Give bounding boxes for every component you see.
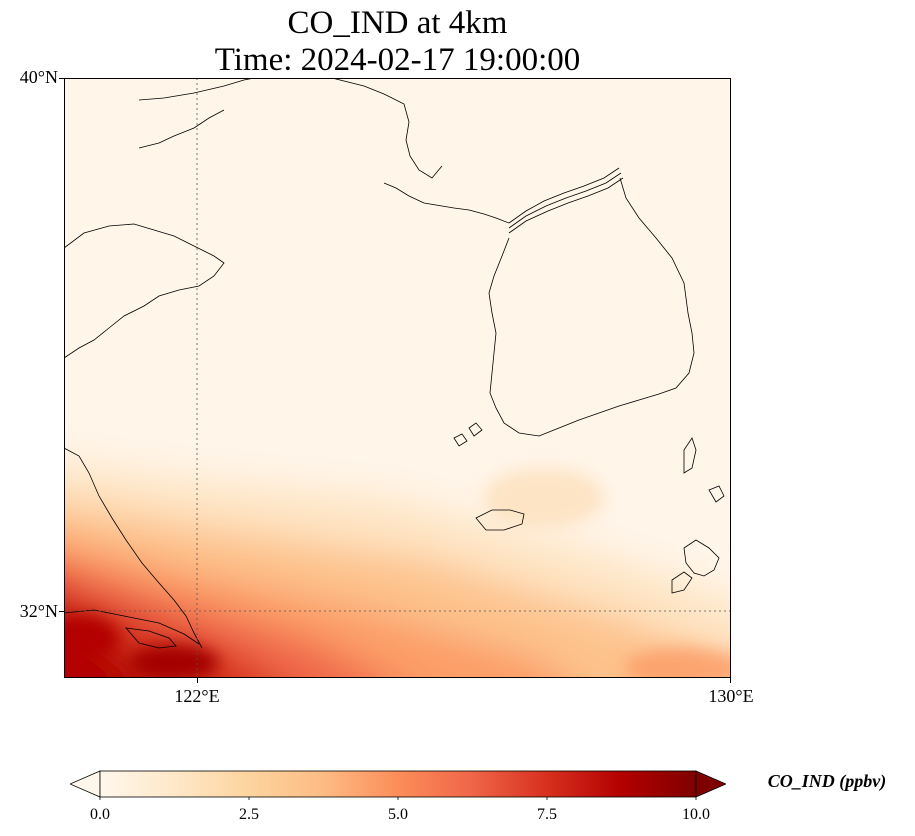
map-title: CO_IND at 4km: [287, 5, 508, 41]
colorbar-gradient: [99, 770, 697, 798]
colorbar-tick-label: 5.0: [388, 806, 408, 823]
gridlines: [64, 78, 731, 678]
colorbar-tick-label: 0.0: [90, 806, 110, 823]
lat-label-40n: 40°N: [19, 67, 58, 87]
lat-tick-32n: [59, 611, 64, 612]
lon-tick-122e: [197, 678, 198, 683]
lon-tick-130e: [730, 678, 731, 683]
lon-label-130e: 130°E: [708, 686, 754, 706]
colorbar-label: CO_IND (ppbv): [767, 771, 887, 791]
map-subtitle-time: Time: 2024-02-17 19:00:00: [214, 42, 581, 78]
lat-tick-40n: [59, 78, 64, 79]
lon-label-122e: 122°E: [174, 686, 220, 706]
colorbar: [68, 768, 728, 800]
colorbar-extend-min: [68, 770, 101, 798]
colorbar-tick-label: 7.5: [537, 806, 557, 823]
colorbar-tick-label: 2.5: [239, 806, 259, 823]
colorbar-extend-max: [695, 770, 728, 798]
colorbar-tick-label: 10.0: [682, 806, 710, 823]
coastlines: [64, 78, 725, 649]
lat-label-32n: 32°N: [19, 601, 58, 621]
map-plot-area: [64, 78, 731, 678]
concentration-field: [64, 78, 731, 678]
